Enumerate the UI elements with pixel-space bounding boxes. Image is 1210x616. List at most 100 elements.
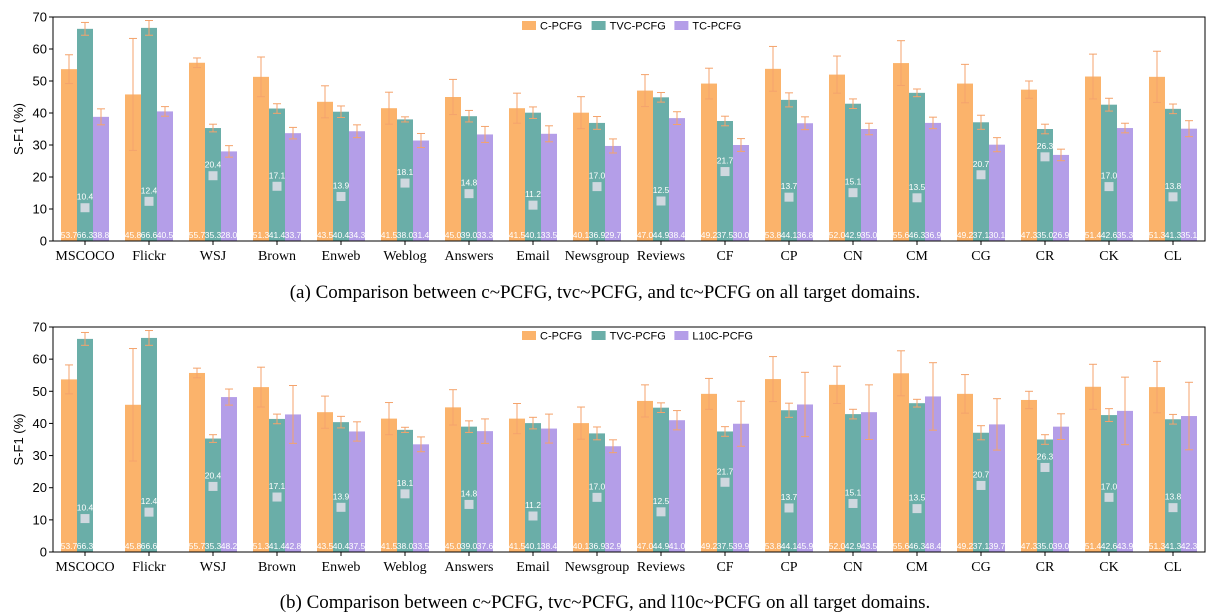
marker-label: 15.1 [845, 487, 862, 497]
legend-label: C-PCFG [540, 331, 582, 343]
bar-l10c-pcfg [1117, 410, 1133, 552]
marker-label: 11.2 [525, 189, 541, 199]
bar-value-label: 36.8 [797, 230, 814, 240]
marker-square [1040, 462, 1050, 472]
x-tick-label: Weblog [383, 560, 426, 575]
x-tick-label: Brown [258, 249, 296, 264]
bar-value-label: 42.9 [845, 230, 862, 240]
plot-frame [52, 326, 1206, 553]
bar-tvc-pcfg [909, 92, 925, 241]
bar-value-label: 26.9 [1053, 230, 1070, 240]
marker-square [528, 200, 538, 210]
bar-value-label: 53.8 [765, 541, 782, 551]
marker-label: 13.8 [1165, 492, 1182, 502]
bar-value-label: 37.5 [717, 230, 734, 240]
x-tick-label: CM [906, 249, 928, 264]
x-tick-label: CN [843, 560, 862, 575]
marker-square [1104, 492, 1114, 502]
bar-value-label: 30.1 [989, 230, 1006, 240]
bar-c-pcfg [637, 90, 653, 241]
bar-value-label: 45.8 [125, 230, 142, 240]
bar-tvc-pcfg [269, 108, 285, 242]
bar-value-label: 66.3 [77, 230, 94, 240]
marker-square [976, 480, 986, 490]
bar-value-label: 37.1 [973, 230, 990, 240]
marker-square [912, 504, 922, 514]
bar-c-pcfg [765, 379, 781, 552]
bar-tvc-pcfg [781, 410, 797, 552]
marker-square [208, 481, 218, 491]
x-tick-label: CR [1036, 560, 1055, 575]
bar-value-label: 55.7 [189, 230, 206, 240]
marker-label: 17.0 [1101, 171, 1118, 181]
marker-square [656, 507, 666, 517]
bar-value-label: 33.7 [285, 230, 302, 240]
marker-square [336, 502, 346, 512]
legend-swatch-c-pcfg [522, 331, 536, 340]
bar-tc-pcfg [797, 123, 813, 241]
bar-value-label: 35.3 [1117, 230, 1134, 240]
marker-square [464, 189, 474, 199]
bar-c-pcfg [317, 101, 333, 241]
marker-label: 13.5 [909, 493, 926, 503]
bar-value-label: 53.7 [61, 541, 78, 551]
marker-square [528, 511, 538, 521]
bar-value-label: 44.9 [653, 541, 670, 551]
legend-swatch-c-pcfg [522, 21, 536, 30]
bar-value-label: 29.7 [605, 230, 622, 240]
bar-value-label: 46.3 [909, 541, 926, 551]
bar-value-label: 44.1 [781, 230, 798, 240]
bar-tvc-pcfg [589, 122, 605, 241]
bar-value-label: 46.3 [909, 230, 926, 240]
marker-label: 13.9 [333, 491, 350, 501]
bar-value-label: 45.9 [797, 541, 814, 551]
marker-square [592, 492, 602, 502]
bar-value-label: 51.3 [1149, 230, 1166, 240]
bar-l10c-pcfg [285, 414, 301, 552]
bar-value-label: 66.3 [77, 541, 94, 551]
bar-value-label: 47.0 [637, 230, 654, 240]
bar-value-label: 42.8 [285, 541, 302, 551]
marker-label: 13.9 [333, 181, 350, 191]
x-tick-label: CF [716, 249, 733, 264]
marker-label: 17.0 [589, 171, 606, 181]
bar-c-pcfg [253, 76, 269, 241]
marker-square [848, 498, 858, 508]
x-tick-label: CN [843, 249, 862, 264]
bar-tvc-pcfg [717, 121, 733, 241]
x-tick-label: CP [780, 249, 797, 264]
marker-label: 10.4 [77, 503, 94, 513]
marker-square [1168, 192, 1178, 202]
bar-value-label: 40.1 [525, 230, 542, 240]
bar-l10c-pcfg [669, 420, 685, 552]
bar-c-pcfg [765, 68, 781, 241]
bar-value-label: 38.4 [669, 230, 686, 240]
bar-tc-pcfg [605, 145, 621, 241]
bar-l10c-pcfg [733, 423, 749, 552]
marker-square [80, 514, 90, 524]
bar-tvc-pcfg [333, 422, 349, 552]
bar-value-label: 53.8 [765, 230, 782, 240]
legend-label: TC-PCFG [692, 21, 741, 33]
bar-l10c-pcfg [349, 431, 365, 552]
caption-b: (b) Comparison between c~PCFG, tvc~PCFG,… [280, 592, 931, 613]
bar-tvc-pcfg [77, 28, 93, 242]
x-tick-label: CG [971, 249, 990, 264]
bar-value-label: 44.9 [653, 230, 670, 240]
x-tick-label: WSJ [200, 560, 227, 575]
y-tick-label: 50 [33, 384, 47, 399]
y-tick-label: 50 [33, 74, 47, 89]
bar-value-label: 40.1 [573, 230, 590, 240]
marker-label: 12.4 [141, 185, 158, 195]
bar-value-label: 42.6 [1101, 541, 1118, 551]
x-tick-label: CP [780, 560, 797, 575]
bar-value-label: 40.5 [157, 230, 174, 240]
bar-c-pcfg [509, 108, 525, 241]
bar-value-label: 35.0 [861, 230, 878, 240]
marker-label: 20.7 [973, 469, 990, 479]
bar-c-pcfg [573, 423, 589, 552]
bar-value-label: 35.1 [1181, 230, 1198, 240]
bar-value-label: 45.8 [125, 541, 142, 551]
bar-tc-pcfg [669, 118, 685, 241]
legend-swatch-tvc-pcfg [591, 21, 606, 30]
